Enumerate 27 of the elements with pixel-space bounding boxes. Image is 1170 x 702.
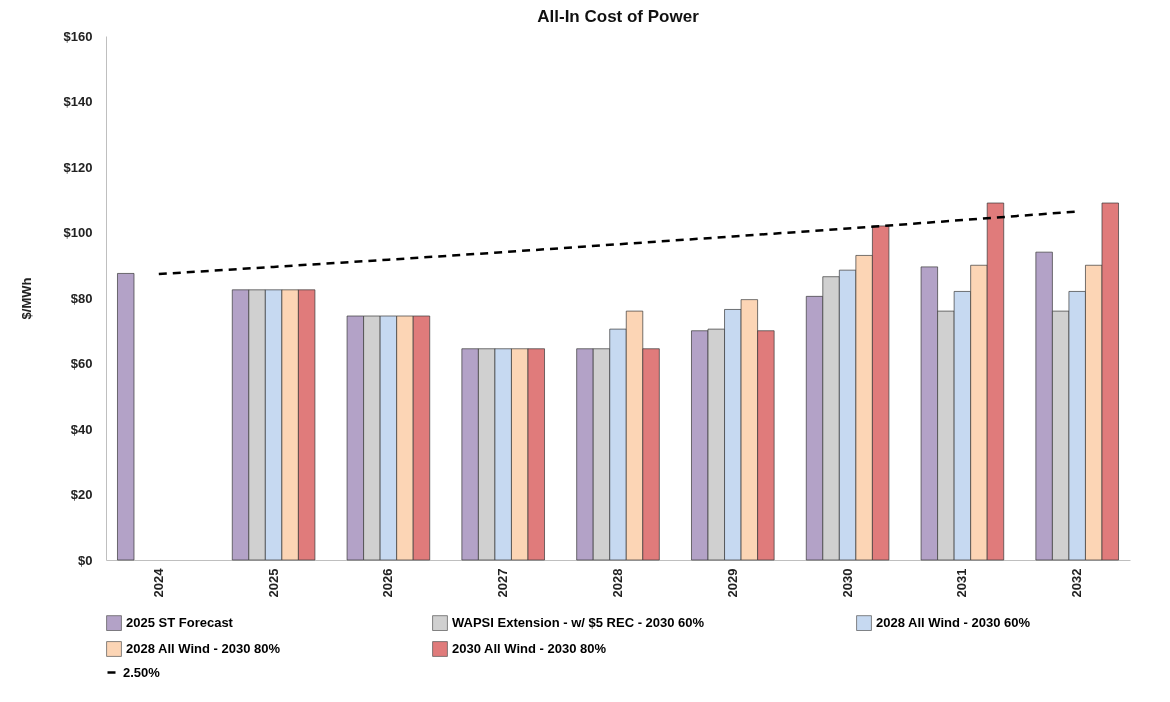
y-axis-title: $/MWh	[18, 277, 34, 320]
x-tick-label: 2026	[380, 568, 396, 598]
legend-label: 2028 All Wind - 2030 60%	[876, 615, 1031, 631]
y-tick-label: $0	[78, 552, 93, 568]
y-tick-label: $140	[63, 94, 93, 109]
x-tick-label: 2029	[724, 568, 740, 598]
x-tick-label: 2027	[495, 568, 511, 598]
legend-label: 2028 All Wind - 2030 80%	[126, 641, 281, 656]
x-tick-label: 2032	[1069, 568, 1085, 598]
x-tick-label: 2030	[839, 568, 855, 598]
x-tick-label: 2031	[954, 568, 970, 598]
legend-label: 2030 All Wind - 2030 80%	[452, 641, 607, 656]
x-tick-label: 2024	[150, 567, 166, 598]
legend-label: 2.50%	[123, 664, 161, 680]
y-tick-label: $40	[70, 421, 93, 437]
y-tick-label: $80	[70, 290, 93, 306]
y-tick-label: $160	[63, 28, 93, 44]
x-tick-label: 2025	[265, 568, 281, 598]
y-tick-label: $60	[70, 356, 93, 371]
y-tick-label: $120	[63, 159, 93, 175]
y-tick-label: $100	[63, 225, 93, 240]
legend-label: WAPSI Extension - w/ $5 REC - 2030 60%	[452, 615, 705, 631]
y-tick-label: $20	[70, 487, 93, 502]
x-tick-label: 2028	[610, 568, 625, 598]
chart-title: All-In Cost of Power	[537, 7, 700, 26]
legend-label: 2025 ST Forecast	[126, 615, 234, 631]
bar	[117, 273, 135, 561]
